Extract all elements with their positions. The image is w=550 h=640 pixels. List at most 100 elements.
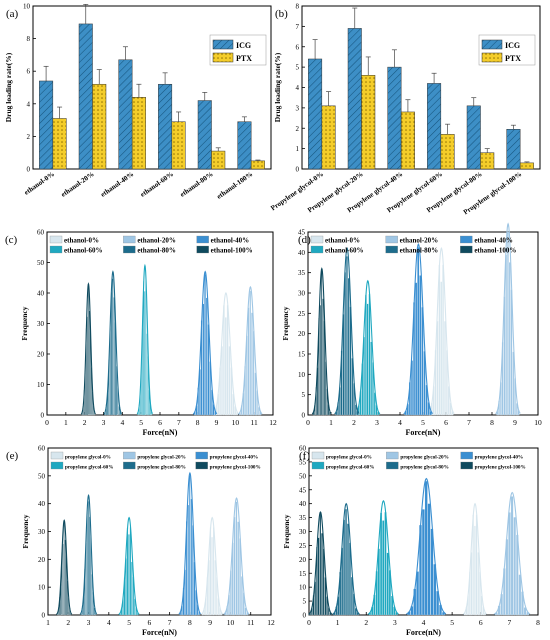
histogram-bar xyxy=(384,511,387,616)
legend-label: propylene glycol-20% xyxy=(137,455,185,461)
gaussian-fit-curve xyxy=(56,519,73,615)
legend-swatch xyxy=(310,245,324,254)
bar-icg xyxy=(237,121,252,170)
x-tick-label: 6 xyxy=(444,418,448,427)
x-tick-label: 5 xyxy=(127,618,131,627)
y-tick-label: 25 xyxy=(299,542,307,550)
histogram-bar xyxy=(190,498,193,616)
bar-icg xyxy=(78,23,93,170)
y-tick-label: 20 xyxy=(299,556,307,564)
y-tick-label: 20 xyxy=(298,330,306,338)
histogram-bar xyxy=(212,527,215,616)
gaussian-fit-curve xyxy=(367,500,399,615)
legend-label: ethanol-100% xyxy=(211,247,253,255)
histogram-bar xyxy=(62,543,64,616)
histogram-bar xyxy=(416,571,420,616)
histogram-bar xyxy=(346,256,348,416)
y-tick-label: 40 xyxy=(38,500,46,508)
legend-label: propylene glycol-80% xyxy=(137,465,185,471)
y-axis-label: Frequency xyxy=(281,306,290,340)
y-tick-label: 5 xyxy=(302,391,306,399)
y-tick-label: 0 xyxy=(42,612,46,620)
x-tick-label: ethanol-80% xyxy=(179,170,215,199)
legend-swatch xyxy=(386,451,399,460)
x-tick-label: 1 xyxy=(64,418,68,427)
y-tick-label: 0 xyxy=(27,166,31,174)
legend-label: ethanol-80% xyxy=(400,247,439,255)
legend-swatch xyxy=(460,451,473,460)
histogram-bar xyxy=(436,321,439,416)
series-ethanol-40% xyxy=(403,243,434,416)
legend-swatch xyxy=(481,52,503,63)
gaussian-fit-curve xyxy=(136,263,154,415)
x-tick-label: 4 xyxy=(107,618,111,627)
gaussian-fit-curve xyxy=(495,222,521,415)
legend-swatch xyxy=(460,235,473,244)
legend-label: ICG xyxy=(505,41,520,50)
legend-swatch xyxy=(123,451,136,460)
bar-icg xyxy=(427,83,442,170)
legend-swatch xyxy=(311,451,325,460)
x-tick-label: 7 xyxy=(508,618,512,627)
y-tick-label: 30 xyxy=(299,528,307,536)
histogram-bar xyxy=(189,475,191,616)
panel-label: (c) xyxy=(5,234,18,246)
x-tick-label: 4 xyxy=(422,618,426,627)
y-tick-label: 50 xyxy=(299,472,307,480)
panel-label: (b) xyxy=(275,8,288,20)
y-tick-label: 10 xyxy=(23,3,31,11)
bar-icg xyxy=(158,83,173,170)
legend-label: propylene glycol-60% xyxy=(326,465,374,471)
series-propylene-glycol-60% xyxy=(118,516,140,616)
legend-label: propylene glycol-100% xyxy=(210,465,261,471)
series-ethanol-60% xyxy=(136,263,154,416)
y-tick-label: 5 xyxy=(296,64,300,72)
x-tick-label: 8 xyxy=(536,618,540,627)
x-tick-label: ethanol-20% xyxy=(60,170,96,199)
legend-swatch xyxy=(195,461,208,470)
y-tick-label: 7 xyxy=(296,23,300,31)
histogram-bar xyxy=(322,298,324,416)
histogram-bar xyxy=(368,293,371,416)
histogram-bar xyxy=(221,346,223,416)
histogram-bar xyxy=(317,537,320,616)
gaussian-fit-curve xyxy=(311,267,332,415)
histogram-bar xyxy=(513,517,516,616)
series-propylene-glycol-0% xyxy=(200,516,224,616)
legend-label: ethanol-60% xyxy=(64,247,103,255)
gaussian-fit-curve xyxy=(79,493,98,615)
series-ethanol-80% xyxy=(103,270,123,416)
x-tick-label: 5 xyxy=(139,418,143,427)
series-ethanol-80% xyxy=(334,246,360,416)
y-axis-label: Frequency xyxy=(21,514,30,548)
y-tick-label: 10 xyxy=(37,381,45,389)
y-tick-label: 55 xyxy=(299,458,307,466)
histogram-bar xyxy=(88,310,90,416)
histogram-bar xyxy=(113,297,115,416)
y-tick-label: 35 xyxy=(299,514,307,522)
legend-label: ethanol-80% xyxy=(137,247,176,255)
x-tick-label: ethanol-60% xyxy=(139,170,175,199)
histogram-bar xyxy=(63,521,65,616)
histogram-bar xyxy=(233,516,236,616)
histogram-bar xyxy=(64,539,66,616)
plot-frame xyxy=(32,5,272,170)
gaussian-fit-curve xyxy=(405,477,447,615)
gaussian-fit-curve xyxy=(427,247,455,415)
gaussian-fit-curve xyxy=(223,497,250,615)
histogram-bar xyxy=(187,504,189,616)
gaussian-fit-curve xyxy=(118,516,140,615)
histogram-bar xyxy=(350,576,353,616)
x-axis-label: Force(nN) xyxy=(406,428,441,437)
histogram-bar xyxy=(241,576,243,616)
x-tick-label: 7 xyxy=(177,418,181,427)
histogram-bar xyxy=(235,501,238,616)
y-tick-label: 30 xyxy=(298,290,306,298)
y-tick-label: 4 xyxy=(296,84,300,92)
y-tick-label: 5 xyxy=(303,598,307,606)
legend-swatch xyxy=(460,461,473,470)
legend-label: ethanol-40% xyxy=(474,237,513,245)
histogram-bar xyxy=(347,278,350,416)
